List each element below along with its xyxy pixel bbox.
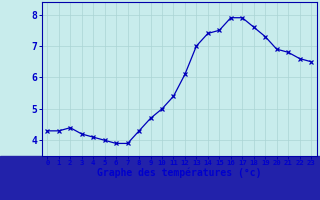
X-axis label: Graphe des températures (°c): Graphe des températures (°c) — [97, 168, 261, 178]
